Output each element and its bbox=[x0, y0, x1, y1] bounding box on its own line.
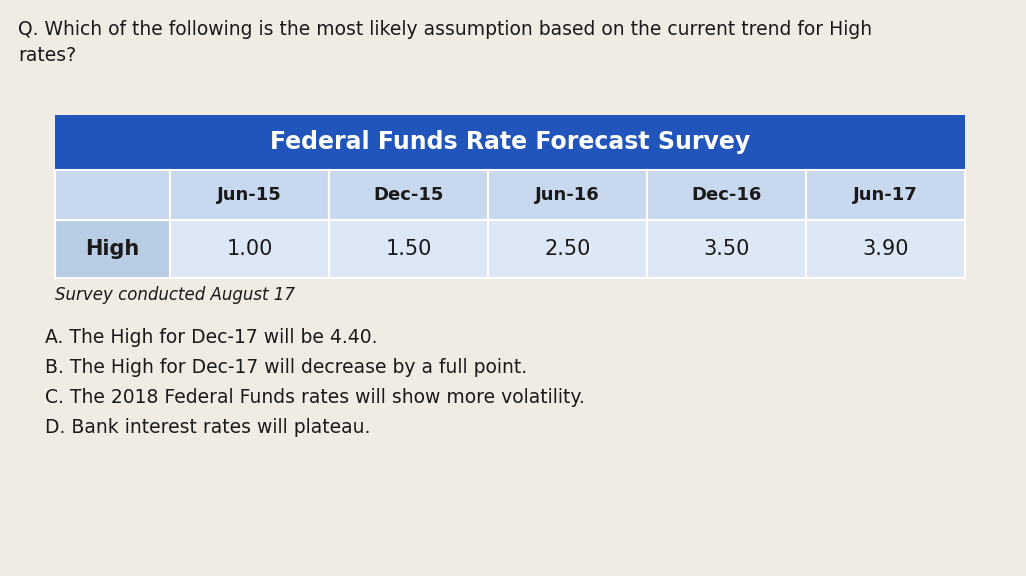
Text: 1.50: 1.50 bbox=[386, 239, 432, 259]
Text: Dec-15: Dec-15 bbox=[373, 186, 443, 204]
Text: B. The High for Dec-17 will decrease by a full point.: B. The High for Dec-17 will decrease by … bbox=[45, 358, 527, 377]
Text: Federal Funds Rate Forecast Survey: Federal Funds Rate Forecast Survey bbox=[270, 131, 750, 154]
Text: 3.50: 3.50 bbox=[703, 239, 750, 259]
FancyBboxPatch shape bbox=[806, 170, 965, 220]
Text: Jun-15: Jun-15 bbox=[218, 186, 282, 204]
FancyBboxPatch shape bbox=[806, 220, 965, 278]
Text: Q. Which of the following is the most likely assumption based on the current tre: Q. Which of the following is the most li… bbox=[18, 20, 872, 39]
FancyBboxPatch shape bbox=[55, 220, 170, 278]
Text: 1.00: 1.00 bbox=[227, 239, 273, 259]
FancyBboxPatch shape bbox=[170, 220, 329, 278]
FancyBboxPatch shape bbox=[329, 170, 488, 220]
FancyBboxPatch shape bbox=[55, 115, 965, 170]
FancyBboxPatch shape bbox=[170, 170, 329, 220]
FancyBboxPatch shape bbox=[647, 170, 806, 220]
Text: 3.90: 3.90 bbox=[862, 239, 909, 259]
Text: Survey conducted August 17: Survey conducted August 17 bbox=[55, 286, 295, 304]
Text: C. The 2018 Federal Funds rates will show more volatility.: C. The 2018 Federal Funds rates will sho… bbox=[45, 388, 585, 407]
Text: Jun-16: Jun-16 bbox=[536, 186, 600, 204]
FancyBboxPatch shape bbox=[488, 170, 647, 220]
FancyBboxPatch shape bbox=[55, 170, 170, 220]
Text: rates?: rates? bbox=[18, 46, 76, 65]
Text: 2.50: 2.50 bbox=[545, 239, 591, 259]
Text: A. The High for Dec-17 will be 4.40.: A. The High for Dec-17 will be 4.40. bbox=[45, 328, 378, 347]
Text: Dec-16: Dec-16 bbox=[692, 186, 761, 204]
FancyBboxPatch shape bbox=[488, 220, 647, 278]
Text: High: High bbox=[85, 239, 140, 259]
Text: Jun-17: Jun-17 bbox=[854, 186, 918, 204]
Text: D. Bank interest rates will plateau.: D. Bank interest rates will plateau. bbox=[45, 418, 370, 437]
FancyBboxPatch shape bbox=[647, 220, 806, 278]
FancyBboxPatch shape bbox=[329, 220, 488, 278]
